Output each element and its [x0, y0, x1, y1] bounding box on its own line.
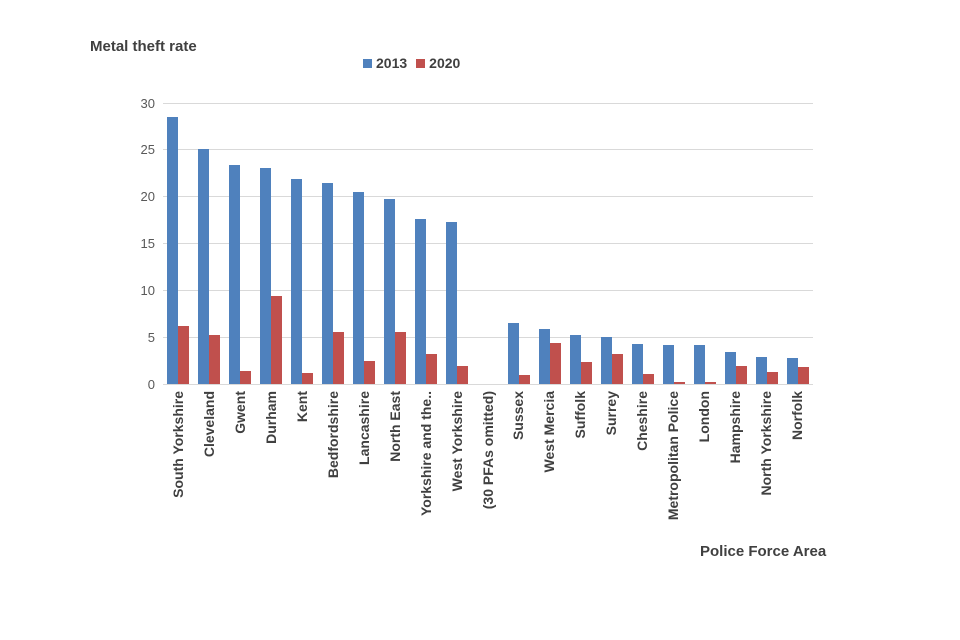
bar-2013-yorkshire-and-the- [415, 219, 427, 384]
bar-2020-durham [271, 295, 283, 384]
y-tick-label: 5 [147, 329, 155, 345]
bar-2020-hampshire [735, 366, 747, 384]
x-category-label: Yorkshire and the.. [417, 391, 434, 516]
legend-label: 2013 [376, 55, 408, 71]
x-category-label: Gwent [231, 391, 248, 434]
x-category-label: Kent [293, 391, 310, 423]
gridline [163, 149, 813, 151]
x-category-label: Hampshire [727, 391, 744, 464]
y-tick-label: 25 [140, 142, 155, 158]
gridline [163, 102, 813, 104]
gridline [163, 336, 813, 338]
bar-2020-cleveland [209, 335, 221, 384]
bar-2013-west-yorkshire [446, 221, 458, 384]
x-axis-title: Police Force Area [700, 543, 827, 560]
bar-2020-south-yorkshire [178, 325, 190, 384]
bar-2013-norfolk [786, 357, 798, 384]
bar-2020-sussex [518, 374, 530, 384]
bar-2020-yorkshire-and-the- [426, 354, 438, 384]
x-category-label: London [696, 391, 713, 443]
legend-item-2013: 2013 [363, 55, 407, 71]
x-category-label: North Yorkshire [758, 391, 775, 496]
bar-2013-kent [291, 178, 303, 384]
bar-2013-sussex [507, 323, 519, 384]
bar-2013-south-yorkshire [167, 117, 179, 384]
gridline [163, 383, 813, 385]
x-category-label: West Yorkshire [448, 391, 465, 492]
x-category-label: Cleveland [200, 391, 217, 458]
x-category-label: Surrey [603, 391, 620, 436]
y-tick-label: 0 [147, 376, 155, 392]
x-category-label: Bedfordshire [324, 391, 341, 479]
y-tick-label: 10 [140, 282, 155, 298]
y-tick-label: 15 [140, 236, 155, 251]
y-tick-label: 20 [140, 189, 155, 205]
x-category-label: Norfolk [789, 391, 806, 440]
gridline [163, 243, 813, 244]
bar-2020-north-east [395, 332, 407, 384]
bar-2013-suffolk [569, 335, 581, 384]
bar-2020-surrey [611, 354, 623, 384]
x-category-label: West Mercia [541, 391, 558, 473]
bar-2013-west-mercia [538, 328, 550, 384]
x-category-label: Lancashire [355, 391, 372, 465]
plot-area [163, 102, 813, 385]
bar-2020-gwent [240, 370, 252, 384]
bar-2020-north-yorkshire [766, 371, 778, 384]
bar-2013-cleveland [198, 148, 210, 384]
legend-item-2020: 2020 [416, 55, 460, 71]
x-category-label: South Yorkshire [170, 391, 186, 498]
bar-2013-bedfordshire [322, 182, 334, 384]
bar-2020-metropolitan-police [673, 382, 685, 384]
x-category-label: Metropolitan Police [665, 391, 682, 521]
bar-2013-hampshire [724, 352, 736, 384]
bar-2013-lancashire [353, 191, 365, 384]
x-category-label: Cheshire [634, 391, 651, 451]
bar-2013-surrey [600, 337, 612, 384]
legend: 2013 2020 [363, 55, 460, 71]
bar-2020-norfolk [797, 367, 809, 384]
bar-2020-west-mercia [549, 342, 561, 384]
bar-2013-north-yorkshire [755, 356, 767, 384]
x-category-label: Suffolk [572, 391, 589, 439]
x-category-label: Sussex [510, 391, 527, 441]
bar-2020-cheshire [642, 373, 654, 384]
legend-label: 2020 [429, 55, 461, 71]
x-category-label: (30 PFAs omitted) [479, 391, 496, 510]
x-category-label: North East [386, 391, 403, 462]
bar-2020-kent [302, 372, 314, 384]
bar-2013-metropolitan-police [662, 344, 674, 384]
bar-2020-london [704, 382, 716, 384]
gridline [163, 196, 813, 198]
gridline [163, 289, 813, 291]
bar-2013-cheshire [631, 343, 643, 384]
bar-2020-lancashire [364, 360, 376, 384]
y-tick-label: 30 [140, 95, 155, 111]
bar-2020-suffolk [580, 361, 592, 384]
legend-swatch-icon [416, 58, 426, 68]
x-category-label: Durham [262, 391, 279, 444]
chart-title: Metal theft rate [90, 38, 197, 55]
bar-2020-west-yorkshire [457, 366, 469, 384]
bar-2013-london [693, 344, 705, 384]
bar-2013-durham [260, 167, 272, 384]
legend-swatch-icon [363, 58, 372, 68]
bar-2013-north-east [384, 198, 396, 384]
bar-2020-bedfordshire [333, 332, 345, 384]
bar-2013-gwent [229, 164, 241, 384]
